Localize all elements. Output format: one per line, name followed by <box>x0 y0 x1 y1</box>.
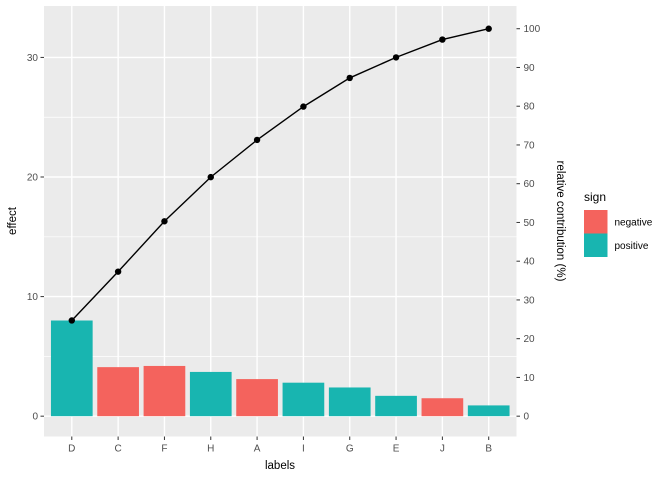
cumulative-point-F <box>161 218 168 225</box>
cumulative-point-I <box>300 103 307 110</box>
y2-tick-label: 90 <box>524 63 536 74</box>
x-tick-label: A <box>254 444 261 455</box>
plot-panel <box>44 6 517 437</box>
cumulative-line <box>68 25 492 324</box>
x-tick-label: G <box>346 444 354 455</box>
legend: sign negative positive <box>584 190 653 257</box>
bar-I <box>282 382 325 417</box>
x-tick-label: E <box>393 444 400 455</box>
y2-tick-label: 60 <box>524 179 536 190</box>
axis-tick-marks <box>40 28 520 440</box>
legend-label-positive: positive <box>615 241 649 252</box>
x-tick-label: C <box>115 444 122 455</box>
bar-D <box>50 320 93 417</box>
y2-tick-label: 50 <box>524 218 536 229</box>
cumulative-point-D <box>68 317 75 324</box>
cumulative-point-A <box>253 136 261 144</box>
minor-gridlines <box>44 116 517 357</box>
cumulative-point-H <box>207 173 214 181</box>
y-axis-tick-labels: 0 10 20 30 <box>27 53 39 423</box>
bar-E <box>375 395 417 417</box>
cumulative-point-G <box>346 74 353 82</box>
bar-J <box>421 398 464 417</box>
x-tick-label: F <box>161 444 167 455</box>
bar-G <box>328 387 371 417</box>
y2-tick-label: 80 <box>524 102 536 113</box>
bar-F <box>143 365 186 417</box>
legend-label-negative: negative <box>615 217 653 228</box>
y2-tick-label: 30 <box>524 295 536 306</box>
y2-tick-label: 10 <box>524 373 536 384</box>
y-tick-label: 10 <box>27 292 39 303</box>
bar-H <box>189 371 232 417</box>
y2-tick-label: 20 <box>524 334 536 345</box>
y2-axis-title: relative contribution (%) <box>554 161 566 282</box>
y-tick-label: 20 <box>27 173 39 184</box>
cumulative-point-B <box>485 25 492 32</box>
y-tick-label: 0 <box>32 412 38 423</box>
y-tick-label: 30 <box>27 53 39 64</box>
x-tick-label: B <box>485 444 492 455</box>
bar-B <box>467 405 510 417</box>
y-axis-title: effect <box>7 206 19 235</box>
legend-swatch-negative <box>584 210 608 234</box>
y2-axis-tick-labels: 0 10 20 30 40 50 60 70 80 90 100 <box>524 24 541 422</box>
pareto-bars <box>50 320 510 417</box>
x-axis-title: labels <box>265 460 295 472</box>
bar-C <box>97 367 139 417</box>
legend-items: negative positive <box>584 210 653 257</box>
x-tick-label: H <box>207 444 214 455</box>
bar-A <box>236 379 278 417</box>
y2-tick-label: 70 <box>524 140 536 151</box>
x-tick-label: I <box>302 444 305 455</box>
cumulative-point-J <box>439 36 446 43</box>
cumulative-point-E <box>392 54 400 61</box>
cumulative-polyline <box>71 28 489 321</box>
x-tick-label: D <box>68 444 75 455</box>
cumulative-point-C <box>114 268 122 275</box>
legend-swatch-positive <box>584 233 608 257</box>
x-tick-label: J <box>440 444 445 455</box>
legend-title: sign <box>584 190 606 204</box>
y2-tick-label: 0 <box>524 412 530 423</box>
y2-tick-label: 40 <box>524 257 536 268</box>
y2-tick-label: 100 <box>524 24 541 35</box>
